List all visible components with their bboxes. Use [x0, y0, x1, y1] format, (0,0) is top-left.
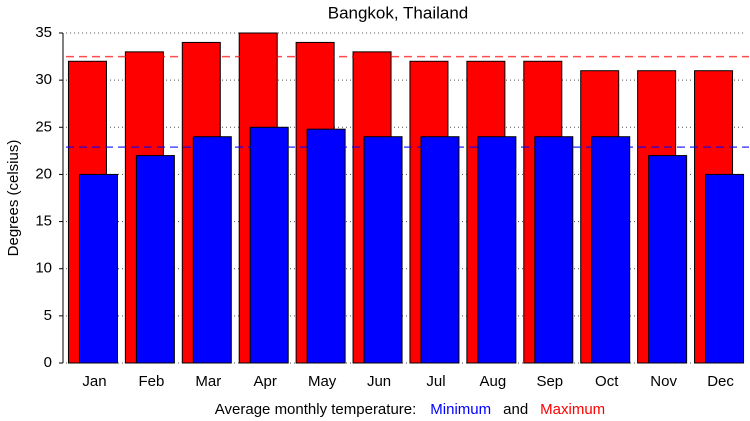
y-tick-label: 20: [35, 165, 52, 182]
y-tick-label: 15: [35, 213, 52, 230]
x-tick-label: Jun: [367, 373, 391, 390]
y-tick-label: 30: [35, 71, 52, 88]
bar: [705, 173, 745, 364]
chart-title: Bangkok, Thailand: [328, 3, 469, 22]
y-tick-label: 0: [44, 354, 52, 371]
bar: [135, 155, 175, 364]
y-tick-label: 25: [35, 118, 52, 135]
x-tick-label: Jan: [82, 373, 106, 390]
x-tick-label: May: [308, 373, 337, 390]
bar: [420, 136, 460, 364]
x-tick-label: Aug: [480, 373, 507, 390]
caption-joiner: and: [503, 401, 528, 418]
bar: [477, 136, 517, 364]
y-tick-label: 10: [35, 260, 52, 277]
bar: [648, 155, 688, 364]
legend-entry: Maximum: [540, 401, 605, 418]
x-tick-label: Oct: [595, 373, 619, 390]
x-tick-label: Mar: [195, 373, 221, 390]
legend: Average monthly temperature: Minimum and Ma…: [215, 401, 605, 418]
legend-entry: Minimum: [430, 401, 491, 418]
y-tick-label: 35: [35, 24, 52, 41]
y-tick-label: 5: [44, 307, 52, 324]
x-tick-label: Feb: [138, 373, 164, 390]
x-tick-label: Sep: [536, 373, 563, 390]
bar: [306, 128, 346, 364]
caption: Average monthly temperature:: [215, 401, 417, 418]
x-tick-label: Nov: [650, 373, 677, 390]
bar: [534, 136, 574, 364]
bar: [192, 136, 232, 364]
x-tick-label: Jul: [426, 373, 445, 390]
bar: [249, 126, 289, 364]
bar: [363, 136, 403, 364]
bar: [78, 173, 118, 364]
x-tick-label: Apr: [254, 373, 277, 390]
bar: [591, 136, 631, 364]
y-axis-label: Degrees (celsius): [5, 140, 22, 257]
x-tick-label: Dec: [707, 373, 734, 390]
